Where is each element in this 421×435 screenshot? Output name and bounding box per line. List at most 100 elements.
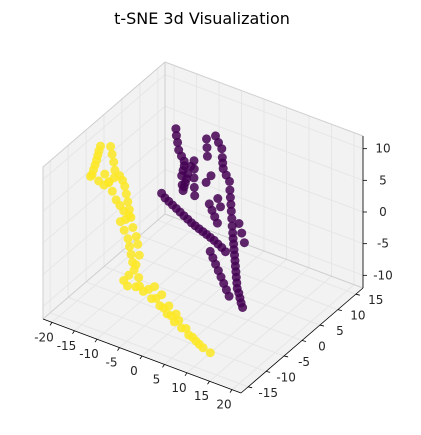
scatter-point-cluster-a	[238, 303, 248, 312]
x-tick-mark	[229, 389, 233, 393]
scatter-point-cluster-a	[237, 228, 247, 238]
scatter-point-cluster-b	[104, 178, 114, 188]
scatter-point-cluster-b	[128, 223, 138, 232]
x-tick-mark	[139, 355, 143, 360]
y-tick-mark	[283, 355, 289, 358]
scatter-point-cluster-a	[221, 247, 230, 257]
scatter-points	[86, 124, 249, 358]
z-grid-side	[42, 74, 166, 181]
x-tick-label: 5	[153, 372, 161, 386]
scatter-point-cluster-b	[125, 242, 134, 252]
z-grid-side	[42, 169, 166, 276]
scatter-point-cluster-b	[126, 249, 136, 259]
z-tick-label: -10	[373, 268, 393, 282]
scatter-point-cluster-a	[226, 199, 236, 209]
y-tick-label: 15	[368, 293, 383, 307]
scatter-point-cluster-a	[226, 206, 236, 216]
z-grid-side	[42, 200, 166, 307]
z-grid-side	[42, 105, 166, 212]
scatter-point-cluster-b	[119, 225, 129, 235]
x-tick-label: -15	[57, 339, 77, 353]
scatter-point-cluster-b	[94, 176, 104, 186]
scatter-point-cluster-b	[119, 206, 129, 216]
x-tick-mark	[72, 330, 75, 334]
y-tick-label: 0	[318, 340, 326, 354]
scatter-point-cluster-b	[151, 293, 161, 303]
scatter-point-cluster-b	[107, 149, 117, 159]
z-tick-label: -5	[377, 237, 389, 251]
x-tick-label: 10	[171, 381, 186, 395]
scatter-point-cluster-b	[174, 315, 184, 325]
scatter-point-cluster-a	[227, 221, 237, 231]
scatter-point-cluster-a	[218, 164, 228, 174]
scatter-point-cluster-a	[213, 194, 223, 203]
scatter-point-cluster-b	[121, 189, 131, 199]
scatter-point-cluster-b	[198, 343, 208, 353]
axis-lines	[42, 61, 367, 394]
pane-edge	[164, 61, 364, 137]
x-tick-mark	[117, 347, 120, 351]
scatter-point-cluster-a	[212, 218, 222, 228]
chart-title: t-SNE 3d Visualization	[114, 9, 290, 28]
z-grid-back	[164, 169, 364, 245]
x-tick-mark	[184, 372, 188, 377]
scatter-point-cluster-a	[174, 145, 184, 155]
scatter-point-cluster-a	[202, 151, 212, 161]
scatter-point-cluster-b	[120, 181, 130, 191]
scatter-point-cluster-b	[110, 165, 120, 175]
scatter-point-cluster-b	[109, 157, 119, 167]
z-grid-side	[42, 137, 166, 244]
y-grid-floor	[157, 219, 356, 295]
z-tick-label: 5	[379, 173, 387, 187]
scatter-point-cluster-a	[171, 124, 181, 134]
y-tick-mark	[337, 309, 342, 312]
tick-labels: -20-15-10-505101520-15-10-5051015-10-505…	[34, 142, 393, 412]
x-tick-label: 20	[216, 398, 231, 412]
x-tick-mark	[94, 338, 98, 343]
x-tick-label: -5	[106, 356, 118, 370]
scatter-point-cluster-a	[239, 238, 249, 248]
y-grid-floor	[121, 250, 321, 326]
scatter-point-cluster-b	[115, 217, 125, 227]
y-tick-mark	[248, 386, 253, 389]
scatter-point-cluster-b	[205, 348, 215, 358]
scatter-point-cluster-a	[206, 171, 216, 181]
x-tick-mark	[49, 322, 53, 326]
x-tick-label: 0	[130, 364, 138, 378]
scatter-point-cluster-b	[123, 234, 133, 244]
x-tick-label: 15	[194, 389, 209, 403]
z-grid-back	[164, 74, 364, 150]
scatter-point-cluster-a	[202, 143, 212, 153]
scatter-point-cluster-a	[201, 177, 211, 187]
scatter-point-cluster-a	[173, 137, 183, 147]
scatter-point-cluster-a	[190, 191, 200, 201]
scatter-point-cluster-b	[106, 142, 116, 151]
y-tick-label: -10	[276, 370, 296, 384]
scatter-point-cluster-a	[183, 169, 193, 179]
x-tick-label: -10	[79, 347, 99, 361]
y-tick-mark	[319, 324, 325, 327]
grid-lines	[42, 65, 364, 391]
y-tick-label: -5	[298, 355, 310, 369]
scatter-point-cluster-a	[227, 214, 237, 224]
y-tick-label: 10	[350, 309, 365, 323]
scatter-point-cluster-b	[123, 281, 132, 291]
scatter-point-cluster-b	[131, 260, 141, 270]
z-grid-back	[164, 200, 364, 276]
z-tick-label: 0	[379, 205, 387, 219]
scatter-point-cluster-a	[224, 291, 234, 301]
z-grid-back	[164, 105, 364, 181]
scatter-point-cluster-a	[216, 202, 225, 212]
y-tick-label: 5	[336, 324, 344, 338]
y-tick-mark	[301, 340, 307, 342]
y-tick-label: -15	[258, 386, 278, 400]
scatter-point-cluster-b	[138, 286, 148, 296]
scatter-point-cluster-a	[189, 182, 199, 192]
scatter-point-cluster-b	[133, 239, 143, 249]
scatter-point-cluster-a	[225, 185, 235, 195]
scatter-point-cluster-a	[171, 131, 181, 141]
scatter-point-cluster-a	[234, 219, 244, 228]
x-tick-mark	[162, 364, 165, 368]
scatter-point-cluster-b	[131, 232, 141, 241]
